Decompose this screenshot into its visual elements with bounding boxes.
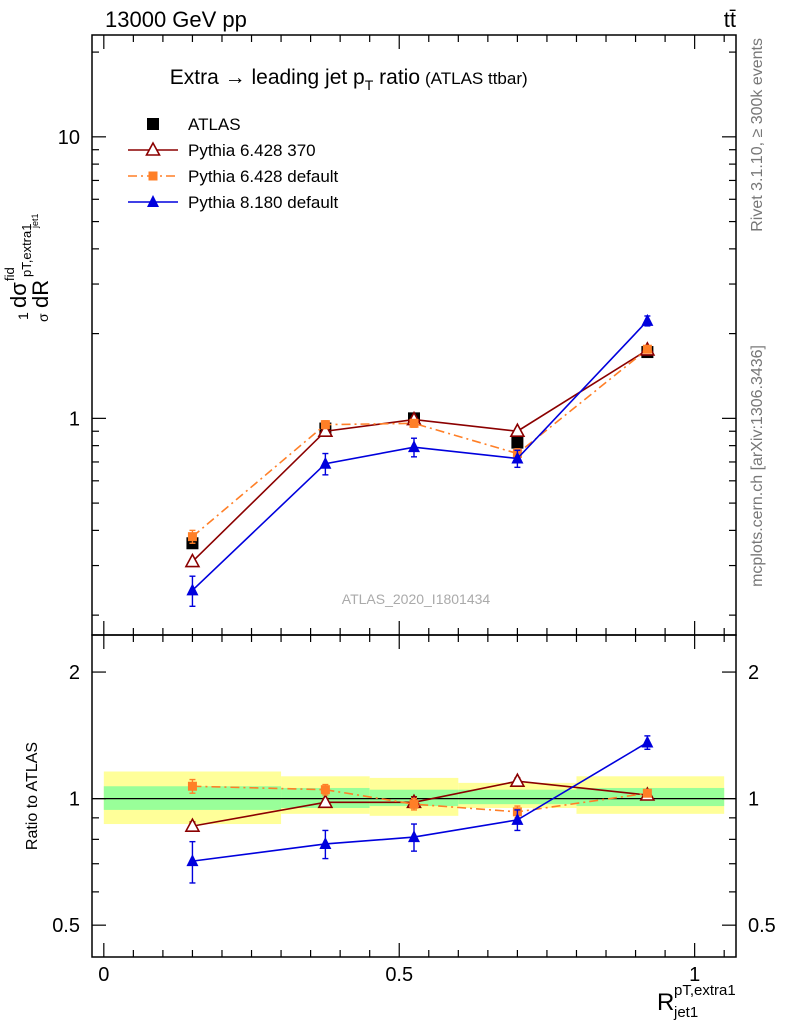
legend-item-atlas: ATLAS — [147, 115, 241, 134]
main-pythia-6-428-370-point — [317, 422, 334, 438]
svg-text:σ: σ — [35, 313, 51, 322]
main-pythia-6-428-default-line — [191, 348, 648, 538]
legend-label: ATLAS — [188, 115, 241, 134]
svg-text:dR: dR — [28, 280, 53, 308]
legend-label: Pythia 8.180 default — [188, 193, 339, 212]
ratio-y-tick-label-left: 0.5 — [52, 915, 80, 937]
main-pythia-6-428-default-series — [187, 344, 652, 544]
legend-marker — [148, 171, 158, 181]
svg-text:pT,extra1: pT,extra1 — [19, 224, 34, 277]
x-axis-label: R pT,extra1 jet1 — [657, 982, 736, 1021]
main-pythia-6-428-370-series — [184, 341, 656, 568]
ratio-y-tick-label-right: 0.5 — [748, 915, 776, 937]
ratio-panel-frame — [91, 634, 737, 958]
process-label: tt̄ — [724, 7, 736, 32]
ratio-y-tick-label-left: 1 — [69, 789, 80, 811]
ratio-y-tick-label-right: 2 — [748, 662, 759, 684]
svg-text:dσ: dσ — [6, 282, 31, 308]
legend-marker — [147, 118, 159, 130]
main-pythia-6-428-370-line — [191, 349, 648, 563]
legend: ATLAS Pythia 6.428 370 Pythia 6.428 defaul… — [128, 115, 339, 212]
main-y-tick-label: 10 — [58, 127, 80, 149]
x-tick-label: 0 — [98, 964, 109, 986]
main-pythia-8-180-default-point — [319, 456, 332, 469]
legend-label: Pythia 6.428 default — [188, 167, 339, 186]
x-tick-label: 1 — [689, 964, 700, 986]
main-y-tick-label: 1 — [69, 408, 80, 430]
main-pythia-8-180-default-point — [186, 583, 199, 596]
main-pythia-8-180-default-point — [641, 313, 654, 326]
main-atlas-point — [511, 436, 524, 449]
ratio-pythia-6-428-default-point — [642, 788, 652, 798]
ratio-y-tick-label-right: 1 — [748, 789, 759, 811]
legend-item-pythia-6-428-370: Pythia 6.428 370 — [128, 141, 316, 160]
main-pythia-6-428-default-point — [187, 532, 197, 542]
legend-item-pythia-6-428-default: Pythia 6.428 default — [128, 167, 339, 186]
svg-text:fid: fid — [2, 267, 17, 281]
main-pythia-8-180-default-point — [408, 440, 420, 453]
chart-subtitle: (ATLAS ttbar) — [425, 69, 528, 88]
ratio-y-tick-label-left: 2 — [69, 662, 80, 684]
mcplots-label: mcplots.cern.ch [arXiv:1306.3436] — [749, 345, 766, 587]
uncertainty-band-inner — [458, 789, 577, 805]
legend-item-pythia-8-180-default: Pythia 8.180 default — [128, 193, 339, 212]
svg-text:R: R — [657, 989, 674, 1016]
main-panel-series — [184, 313, 656, 607]
ratio-pythia-6-428-default-point — [187, 781, 197, 791]
main-pythia-8-180-default-line — [191, 320, 648, 591]
svg-text:jet1: jet1 — [673, 1004, 698, 1021]
ratio-pythia-8-180-default-point — [641, 735, 654, 748]
ratio-pythia-8-180-default-point — [408, 830, 420, 843]
main-pythia-6-428-default-point — [409, 418, 419, 428]
legend-marker — [145, 141, 161, 156]
ratio-pythia-6-428-370-point — [509, 772, 526, 788]
main-pythia-6-428-default-point — [320, 420, 330, 430]
svg-text:pT,extra1: pT,extra1 — [674, 982, 736, 999]
svg-text:1: 1 — [15, 312, 31, 320]
main-pythia-8-180-default-series — [186, 313, 654, 607]
x-tick-label: 0.5 — [385, 964, 413, 986]
ratio-pythia-6-428-default-point — [320, 785, 330, 795]
main-y-axis-label: 1 dσ fid σ dR pT,extra1 jet1 — [2, 213, 53, 322]
legend-marker — [147, 195, 159, 207]
energy-label: 13000 GeV pp — [105, 7, 247, 32]
ratio-pythia-6-428-370-point — [184, 817, 201, 832]
ratio-pythia-8-180-default-point — [319, 836, 332, 849]
chart-title: Extra → leading jet pT ratio — [170, 66, 420, 93]
main-pythia-6-428-default-point — [642, 344, 652, 354]
ratio-pythia-8-180-default-series — [186, 735, 654, 884]
main-pythia-8-180-default-point — [511, 451, 524, 464]
main-pythia-6-428-370-point — [509, 422, 526, 438]
ratio-pythia-8-180-default-point — [511, 812, 524, 825]
ratio-pythia-6-428-370-point — [317, 793, 334, 809]
main-pythia-6-428-370-point — [184, 552, 201, 568]
ratio-panel-series — [184, 735, 656, 884]
watermark-label: ATLAS_2020_I1801434 — [342, 591, 491, 607]
ratio-pythia-8-180-default-point — [186, 854, 199, 867]
ratio-panel-axes: 0.5 0.5 1 1 2 2 0 0.5 1 — [52, 634, 776, 986]
rivet-label: Rivet 3.1.10, ≥ 300k events — [749, 38, 766, 232]
ratio-y-axis-label: Ratio to ATLAS — [24, 742, 41, 850]
svg-text:jet1: jet1 — [30, 213, 40, 229]
ratio-pythia-6-428-default-point — [409, 799, 419, 809]
legend-label: Pythia 6.428 370 — [188, 141, 316, 160]
